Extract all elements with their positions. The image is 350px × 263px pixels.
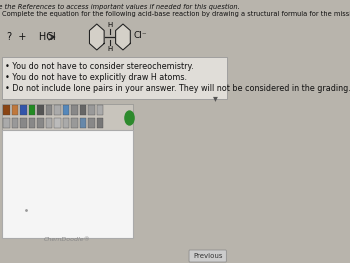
Text: H: H [107,46,112,52]
Text: ?  +    HCl: ? + HCl [7,32,55,42]
Bar [97,105,103,115]
Text: • You do not have to explicitly draw H atoms.: • You do not have to explicitly draw H a… [5,73,187,82]
Bar [80,105,86,115]
Bar [37,118,44,128]
Text: • Do not include lone pairs in your answer. They will not be considered in the g: • Do not include lone pairs in your answ… [5,84,350,93]
Bar [20,118,27,128]
FancyBboxPatch shape [2,57,227,99]
Text: Cl⁻: Cl⁻ [133,32,147,41]
Bar [12,105,18,115]
Circle shape [125,111,134,125]
Bar [3,118,10,128]
Text: Previous: Previous [193,253,222,259]
Bar [12,118,18,128]
Bar [88,105,95,115]
Polygon shape [116,24,130,50]
FancyBboxPatch shape [2,130,133,238]
Bar [54,118,61,128]
Bar [63,118,69,128]
Bar [63,105,69,115]
Bar [71,105,78,115]
Polygon shape [90,24,104,50]
Text: • You do not have to consider stereochemistry.: • You do not have to consider stereochem… [5,62,194,71]
Text: Use the References to access important values if needed for this question.: Use the References to access important v… [0,4,239,10]
Text: Complete the equation for the following acid-base reaction by drawing a structur: Complete the equation for the following … [2,11,350,17]
Text: ▾: ▾ [214,93,218,103]
Bar [97,118,103,128]
Bar [71,118,78,128]
Bar [88,118,95,128]
FancyBboxPatch shape [189,250,226,262]
Text: ChemDoodle®: ChemDoodle® [44,237,91,242]
Bar [80,118,86,128]
Bar [46,118,52,128]
FancyBboxPatch shape [2,104,133,132]
Bar [37,105,44,115]
Bar [46,105,52,115]
Bar [3,105,10,115]
Bar [29,118,35,128]
Bar [20,105,27,115]
Bar [29,105,35,115]
Text: H: H [107,22,112,28]
Bar [54,105,61,115]
